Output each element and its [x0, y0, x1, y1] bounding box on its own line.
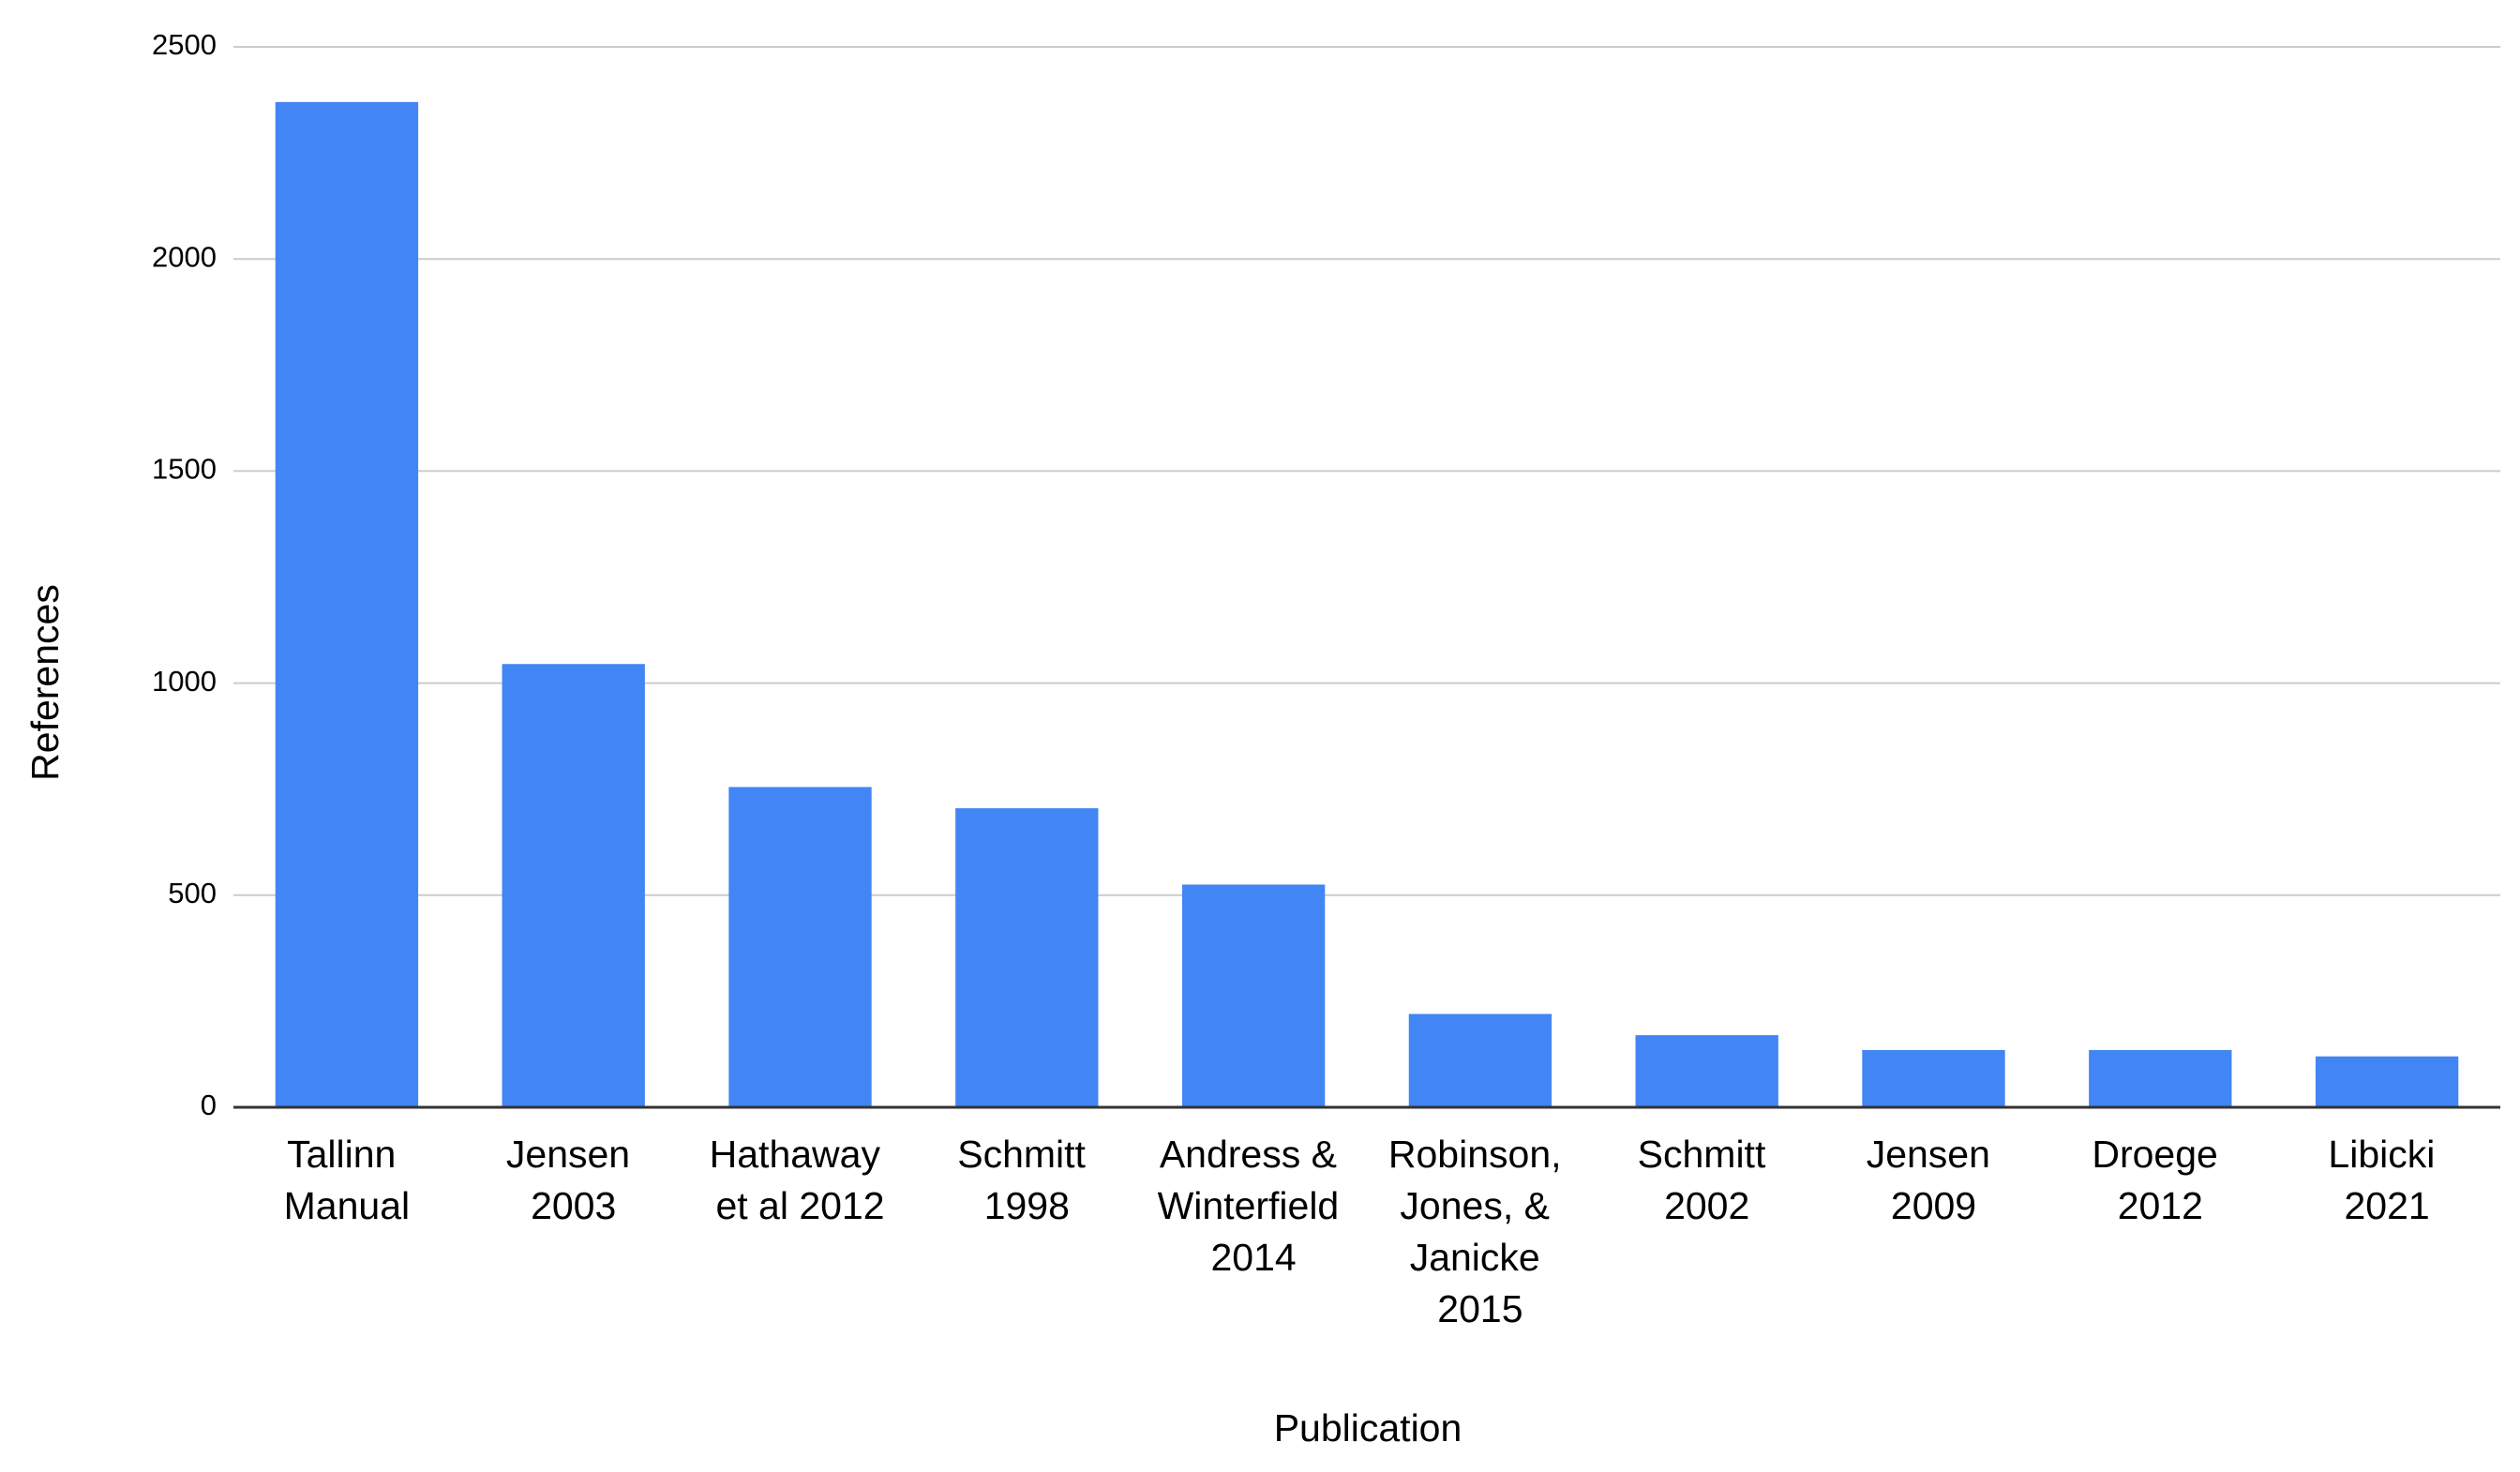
x-tick-label: Robinson, Jones, & Janicke 2015	[1388, 1133, 1572, 1330]
bar	[728, 787, 872, 1107]
x-tick-label: Jensen 2003	[506, 1133, 641, 1227]
bar	[1862, 1049, 2005, 1107]
y-tick-label: 2500	[152, 28, 217, 61]
y-tick-label: 0	[201, 1089, 217, 1121]
bar	[2315, 1056, 2459, 1107]
bar	[955, 808, 1099, 1107]
bar	[2089, 1049, 2232, 1107]
bar	[275, 101, 419, 1107]
x-axis-title: Publication	[1274, 1406, 1462, 1449]
bar	[1181, 884, 1326, 1107]
x-tick-label: Tallinn Manual	[284, 1133, 410, 1227]
x-tick-label: Droege 2012	[2092, 1133, 2228, 1227]
x-tick-label: Schmitt 1998	[957, 1133, 1096, 1227]
bar	[1635, 1035, 1778, 1107]
y-tick-label: 1500	[152, 453, 217, 486]
y-tick-label: 1000	[152, 665, 217, 698]
x-tick-label: Andress & Winterfield 2014	[1158, 1133, 1350, 1279]
y-tick-label: 500	[168, 877, 217, 909]
y-tick-label: 2000	[152, 240, 217, 273]
bar	[502, 664, 645, 1107]
bar	[1408, 1014, 1552, 1107]
x-tick-label: Schmitt 2002	[1638, 1133, 1777, 1227]
x-tick-label: Libicki 2021	[2328, 1133, 2445, 1227]
x-tick-label: Jensen 2009	[1867, 1133, 2002, 1227]
x-tick-label: Hathaway et al 2012	[710, 1133, 892, 1227]
y-axis-title: References	[23, 584, 67, 781]
